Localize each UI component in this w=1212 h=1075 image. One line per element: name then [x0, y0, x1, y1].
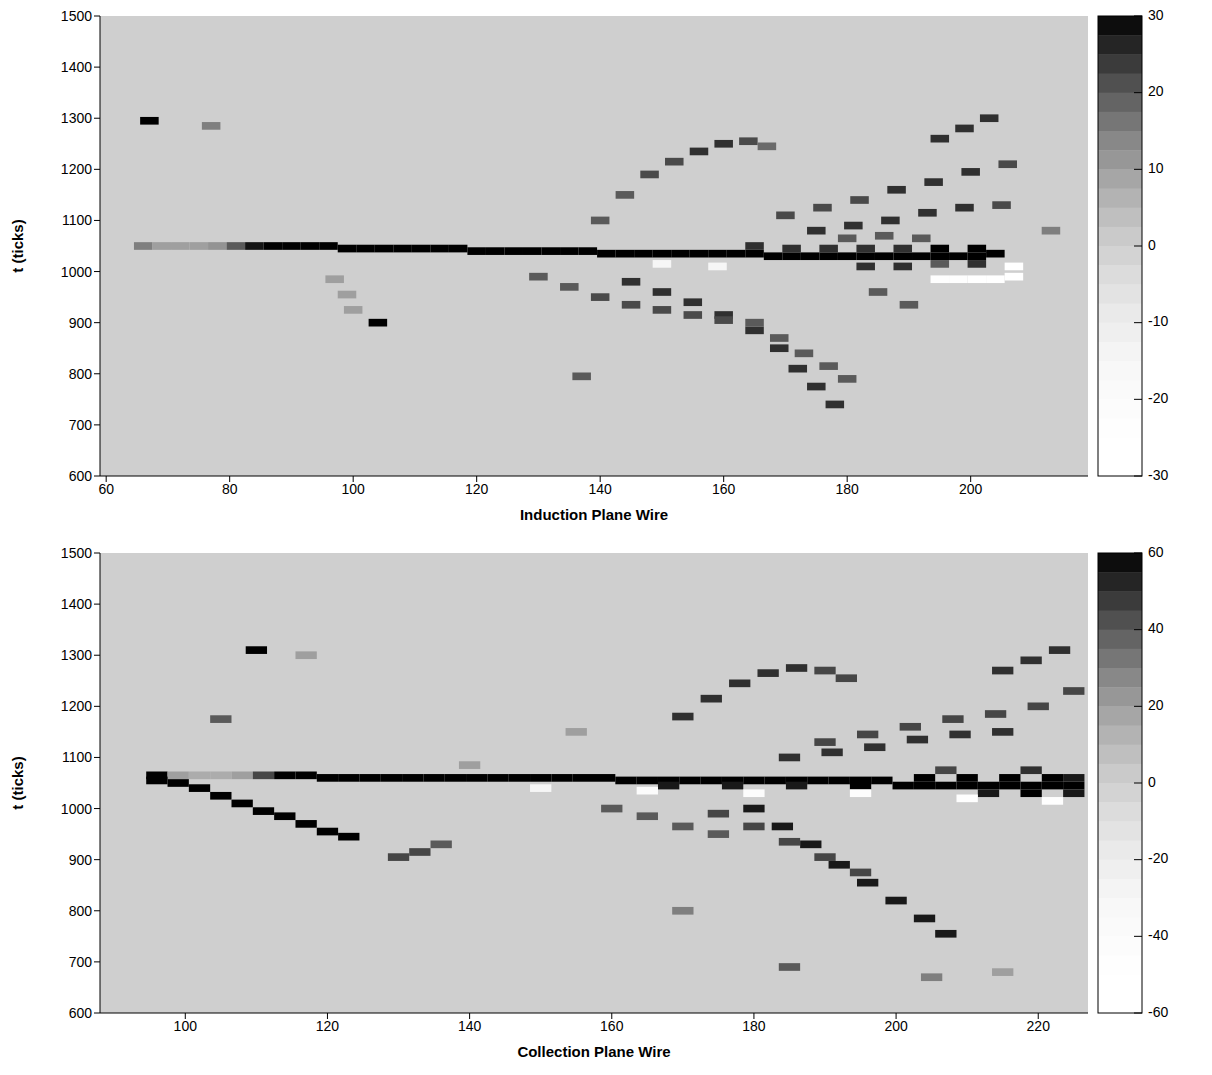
- svg-text:700: 700: [69, 954, 93, 970]
- svg-text:1100: 1100: [62, 749, 92, 765]
- svg-text:10: 10: [1148, 160, 1164, 176]
- svg-text:1200: 1200: [61, 161, 92, 177]
- svg-text:1500: 1500: [61, 545, 92, 561]
- svg-text:0: 0: [1148, 237, 1156, 253]
- svg-text:-10: -10: [1148, 313, 1168, 329]
- svg-text:Induction Plane Wire: Induction Plane Wire: [520, 506, 668, 523]
- svg-text:1400: 1400: [61, 596, 92, 612]
- svg-text:1500: 1500: [61, 8, 92, 24]
- svg-text:900: 900: [69, 852, 93, 868]
- svg-text:20: 20: [1148, 83, 1164, 99]
- svg-text:Collection Plane Wire: Collection Plane Wire: [517, 1043, 670, 1060]
- svg-text:t (ticks): t (ticks): [9, 219, 26, 272]
- svg-text:30: 30: [1148, 7, 1164, 23]
- svg-text:120: 120: [465, 481, 489, 497]
- svg-text:200: 200: [959, 481, 983, 497]
- svg-text:160: 160: [600, 1018, 624, 1034]
- svg-text:100: 100: [341, 481, 365, 497]
- svg-text:800: 800: [69, 366, 93, 382]
- svg-text:40: 40: [1148, 620, 1164, 636]
- svg-text:t (ticks): t (ticks): [9, 756, 26, 809]
- svg-text:100: 100: [174, 1018, 198, 1034]
- svg-text:-20: -20: [1148, 850, 1168, 866]
- svg-text:140: 140: [458, 1018, 482, 1034]
- svg-text:140: 140: [588, 481, 612, 497]
- svg-text:-40: -40: [1148, 927, 1168, 943]
- svg-text:1000: 1000: [61, 801, 92, 817]
- svg-text:600: 600: [69, 1005, 93, 1021]
- svg-text:1300: 1300: [61, 647, 92, 663]
- svg-text:1300: 1300: [61, 110, 92, 126]
- svg-text:1400: 1400: [61, 59, 92, 75]
- svg-text:0: 0: [1148, 774, 1156, 790]
- svg-text:20: 20: [1148, 697, 1164, 713]
- svg-text:220: 220: [1027, 1018, 1051, 1034]
- svg-text:80: 80: [222, 481, 238, 497]
- svg-text:1100: 1100: [62, 212, 92, 228]
- svg-text:600: 600: [69, 468, 93, 484]
- svg-text:180: 180: [835, 481, 859, 497]
- svg-text:1200: 1200: [61, 698, 92, 714]
- svg-text:-20: -20: [1148, 390, 1168, 406]
- svg-text:-60: -60: [1148, 1004, 1168, 1020]
- svg-text:1000: 1000: [61, 264, 92, 280]
- svg-text:-30: -30: [1148, 467, 1168, 483]
- svg-text:160: 160: [712, 481, 736, 497]
- svg-text:120: 120: [316, 1018, 340, 1034]
- svg-text:800: 800: [69, 903, 93, 919]
- svg-text:200: 200: [884, 1018, 908, 1034]
- svg-text:180: 180: [742, 1018, 766, 1034]
- svg-text:900: 900: [69, 315, 93, 331]
- svg-text:700: 700: [69, 417, 93, 433]
- svg-text:60: 60: [1148, 544, 1164, 560]
- svg-text:60: 60: [98, 481, 114, 497]
